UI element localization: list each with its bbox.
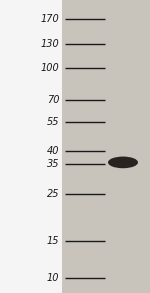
- Text: 170: 170: [40, 14, 59, 24]
- Text: 55: 55: [47, 117, 59, 127]
- Text: 70: 70: [47, 95, 59, 105]
- FancyBboxPatch shape: [0, 0, 62, 293]
- Text: 15: 15: [47, 236, 59, 246]
- Text: 100: 100: [40, 63, 59, 73]
- Text: 10: 10: [47, 273, 59, 283]
- FancyBboxPatch shape: [62, 0, 150, 293]
- Text: 35: 35: [47, 159, 59, 169]
- Text: 40: 40: [47, 146, 59, 156]
- Ellipse shape: [108, 156, 138, 168]
- Text: 130: 130: [40, 39, 59, 49]
- Text: 25: 25: [47, 190, 59, 200]
